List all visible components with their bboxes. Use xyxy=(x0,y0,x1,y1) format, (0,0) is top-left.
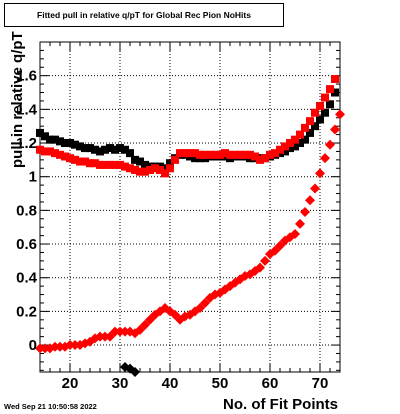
data-point-square xyxy=(321,94,329,102)
plot-frame xyxy=(40,42,340,372)
x-tick-label: 50 xyxy=(212,375,229,392)
data-point-square xyxy=(166,164,174,172)
x-tick-label: 60 xyxy=(262,375,279,392)
y-tick-label: 1 xyxy=(29,169,37,186)
x-tick-label: 40 xyxy=(162,375,179,392)
y-tick-label: 0.6 xyxy=(16,236,37,253)
y-tick-label: 0.2 xyxy=(16,303,37,320)
x-axis-label: No. of Fit Points xyxy=(223,396,338,413)
y-tick-label: 0.4 xyxy=(16,270,38,287)
timestamp: Wed Sep 21 10:50:58 2022 xyxy=(4,402,97,411)
data-point-square xyxy=(326,85,334,93)
x-tick-label: 20 xyxy=(62,375,79,392)
y-tick-label: 0 xyxy=(29,337,37,354)
data-point-square xyxy=(331,75,339,83)
data-point-square xyxy=(316,102,324,110)
data-point-square xyxy=(306,117,314,125)
y-tick-label: 0.8 xyxy=(16,202,37,219)
x-tick-label: 30 xyxy=(112,375,129,392)
y-axis-label: pull in relative q/pT xyxy=(9,31,26,168)
x-tick-label: 70 xyxy=(312,375,329,392)
